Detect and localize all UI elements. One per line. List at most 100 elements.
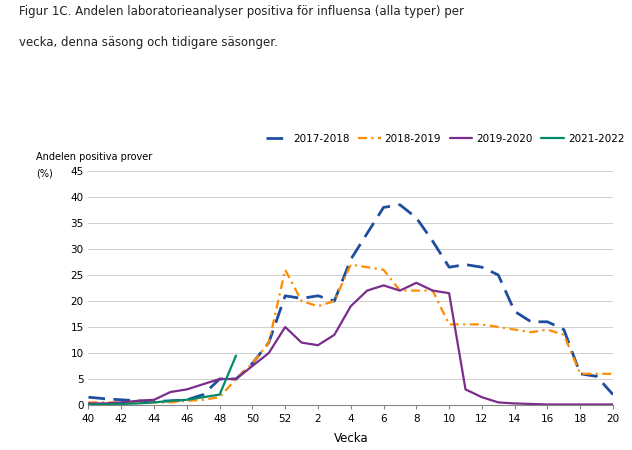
2019-2020 — [150, 397, 158, 402]
2018-2019 — [232, 376, 240, 382]
2017-2018 — [363, 231, 371, 236]
2018-2019 — [609, 371, 617, 377]
2019-2020 — [576, 402, 584, 407]
2019-2020 — [248, 363, 256, 369]
2017-2018 — [593, 374, 600, 379]
2019-2020 — [429, 288, 437, 293]
2018-2019 — [101, 400, 109, 405]
2019-2020 — [331, 332, 338, 338]
2021-2022 — [101, 402, 109, 407]
2019-2020 — [527, 401, 535, 407]
2018-2019 — [429, 288, 437, 293]
2018-2019 — [446, 322, 453, 327]
2017-2018 — [560, 327, 568, 332]
2017-2018 — [134, 398, 142, 404]
2018-2019 — [298, 298, 305, 304]
2021-2022 — [118, 401, 125, 407]
Line: 2019-2020: 2019-2020 — [88, 283, 613, 405]
2017-2018 — [576, 371, 584, 377]
2017-2018 — [248, 361, 256, 366]
2019-2020 — [494, 400, 502, 405]
2018-2019 — [183, 398, 191, 404]
2017-2018 — [544, 319, 551, 324]
2017-2018 — [265, 340, 272, 345]
Line: 2018-2019: 2018-2019 — [88, 265, 613, 402]
2017-2018 — [331, 298, 338, 304]
2018-2019 — [576, 371, 584, 377]
2019-2020 — [183, 387, 191, 392]
2019-2020 — [134, 398, 142, 404]
2018-2019 — [527, 329, 535, 335]
2019-2020 — [609, 402, 617, 407]
2018-2019 — [494, 324, 502, 330]
2017-2018 — [232, 376, 240, 382]
2018-2019 — [85, 400, 92, 405]
2018-2019 — [331, 298, 338, 304]
2017-2018 — [216, 376, 224, 382]
2019-2020 — [314, 342, 322, 348]
2019-2020 — [363, 288, 371, 293]
2018-2019 — [544, 327, 551, 332]
2018-2019 — [281, 267, 289, 273]
2021-2022 — [134, 401, 142, 406]
Line: 2021-2022: 2021-2022 — [88, 356, 236, 405]
2017-2018 — [380, 205, 387, 210]
2017-2018 — [298, 296, 305, 301]
2017-2018 — [446, 265, 453, 270]
2018-2019 — [478, 322, 485, 327]
2017-2018 — [494, 272, 502, 278]
2018-2019 — [347, 262, 355, 267]
2019-2020 — [544, 402, 551, 407]
2017-2018 — [609, 392, 617, 397]
2019-2020 — [413, 280, 420, 285]
2017-2018 — [200, 392, 207, 397]
2018-2019 — [560, 332, 568, 338]
2018-2019 — [314, 303, 322, 309]
2017-2018 — [314, 293, 322, 298]
2017-2018 — [167, 398, 174, 404]
Text: vecka, denna säsong och tidigare säsonger.: vecka, denna säsong och tidigare säsonge… — [19, 36, 278, 49]
X-axis label: Vecka: Vecka — [334, 432, 368, 446]
2017-2018 — [429, 238, 437, 244]
2019-2020 — [281, 324, 289, 330]
2019-2020 — [85, 401, 92, 406]
2019-2020 — [298, 340, 305, 345]
2018-2019 — [511, 327, 518, 332]
2017-2018 — [281, 293, 289, 298]
2018-2019 — [216, 395, 224, 400]
2018-2019 — [363, 265, 371, 270]
2017-2018 — [527, 319, 535, 324]
2017-2018 — [101, 396, 109, 401]
Text: Andelen positiva prover: Andelen positiva prover — [36, 152, 152, 162]
2019-2020 — [593, 402, 600, 407]
2017-2018 — [118, 397, 125, 402]
2018-2019 — [167, 400, 174, 405]
2021-2022 — [216, 392, 224, 397]
2019-2020 — [511, 401, 518, 406]
Line: 2017-2018: 2017-2018 — [88, 205, 613, 401]
2019-2020 — [101, 401, 109, 406]
2018-2019 — [593, 371, 600, 377]
2018-2019 — [380, 267, 387, 273]
2021-2022 — [183, 397, 191, 402]
2021-2022 — [232, 353, 240, 358]
2021-2022 — [85, 402, 92, 407]
2018-2019 — [413, 288, 420, 293]
2018-2019 — [150, 400, 158, 405]
2019-2020 — [380, 283, 387, 288]
2018-2019 — [200, 397, 207, 402]
2021-2022 — [167, 398, 174, 404]
2017-2018 — [478, 265, 485, 270]
2018-2019 — [462, 322, 470, 327]
2019-2020 — [265, 350, 272, 356]
2017-2018 — [347, 256, 355, 262]
2018-2019 — [248, 361, 256, 366]
2018-2019 — [265, 340, 272, 345]
2018-2019 — [396, 288, 404, 293]
2019-2020 — [396, 288, 404, 293]
Text: Figur 1C. Andelen laboratorieanalyser positiva för influensa (alla typer) per: Figur 1C. Andelen laboratorieanalyser po… — [19, 4, 464, 18]
2017-2018 — [183, 397, 191, 402]
2019-2020 — [200, 382, 207, 387]
2017-2018 — [462, 262, 470, 267]
2018-2019 — [118, 400, 125, 405]
